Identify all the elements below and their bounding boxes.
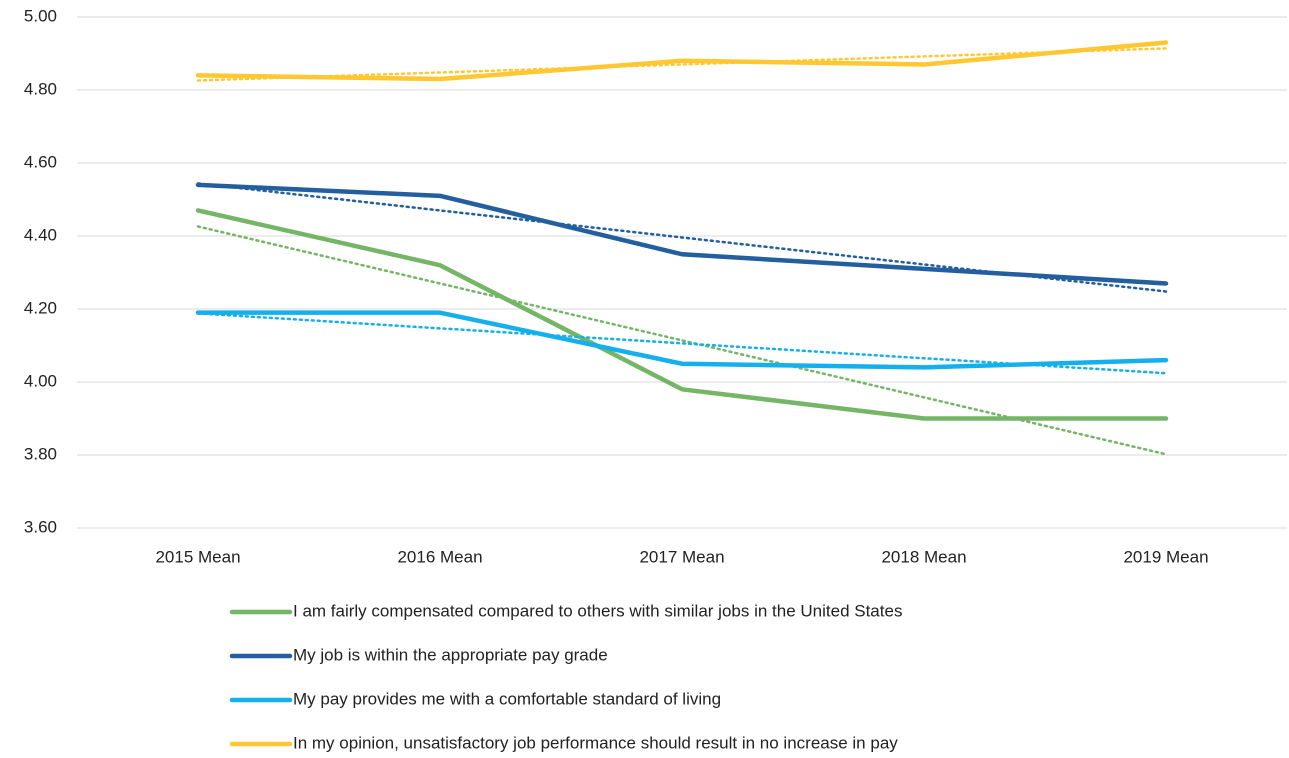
legend-label: My job is within the appropriate pay gra… <box>293 645 608 664</box>
legend-label: My pay provides me with a comfortable st… <box>293 689 721 708</box>
x-tick-label: 2017 Mean <box>639 547 724 566</box>
y-tick-label: 4.40 <box>24 225 57 244</box>
x-tick-label: 2018 Mean <box>881 547 966 566</box>
trendline <box>196 312 1168 375</box>
legend-label: In my opinion, unsatisfactory job perfor… <box>293 733 898 752</box>
series-line <box>195 208 1169 421</box>
y-tick-label: 4.60 <box>24 152 57 171</box>
series-line <box>195 310 1169 370</box>
x-tick-label: 2019 Mean <box>1123 547 1208 566</box>
x-tick-label: 2015 Mean <box>155 547 240 566</box>
x-tick-label: 2016 Mean <box>397 547 482 566</box>
trendline <box>196 47 1168 82</box>
y-tick-label: 5.00 <box>24 6 57 25</box>
series-line <box>195 40 1169 82</box>
y-tick-label: 4.20 <box>24 298 57 317</box>
y-tick-label: 4.00 <box>24 371 57 390</box>
y-tick-label: 3.80 <box>24 444 57 463</box>
y-tick-label: 3.60 <box>24 517 57 536</box>
series-line <box>195 182 1169 286</box>
y-tick-label: 4.80 <box>24 79 57 98</box>
legend-label: I am fairly compensated compared to othe… <box>293 601 902 620</box>
